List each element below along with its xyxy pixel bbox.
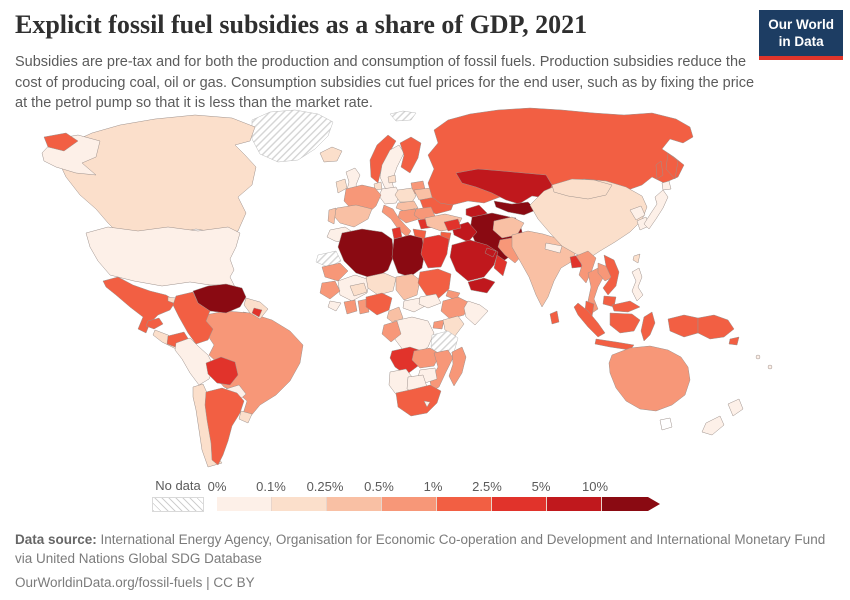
country-australia[interactable]	[608, 345, 691, 412]
legend-tick: 5%	[531, 479, 551, 494]
country-burkina-faso[interactable]	[349, 282, 368, 297]
country-gulf-states[interactable]	[484, 247, 497, 258]
legend-bar-wrap: 0% 0.1% 0.25% 0.5% 1% 2.5% 5% 10%	[208, 478, 667, 511]
legend-tick: 10%	[581, 479, 609, 494]
country-bolivia[interactable]	[205, 356, 239, 386]
data-source-label: Data source:	[15, 532, 97, 547]
chart-footer: Data source: International Energy Agency…	[15, 531, 837, 593]
country-japan[interactable]	[643, 180, 672, 230]
country-algeria[interactable]	[337, 228, 395, 280]
legend-no-data: No data	[152, 478, 204, 512]
country-philippines[interactable]	[631, 267, 644, 302]
legend-tick: 0%	[207, 479, 227, 494]
legend-segment-b3[interactable]	[327, 497, 382, 511]
country-hungary-balkans[interactable]	[397, 208, 420, 224]
country-ivory-coast[interactable]	[343, 299, 358, 315]
country-madagascar[interactable]	[448, 346, 467, 387]
country-svalbard[interactable]	[389, 110, 417, 122]
country-suriname[interactable]	[251, 307, 263, 318]
data-source-line: Data source: International Energy Agency…	[15, 531, 837, 569]
country-argentina[interactable]	[204, 387, 245, 466]
data-source-text: International Energy Agency, Organisatio…	[15, 532, 826, 566]
country-taiwan[interactable]	[632, 253, 641, 264]
country-sierra-leone-liberia[interactable]	[327, 300, 342, 312]
country-spain[interactable]	[332, 204, 373, 228]
country-oman[interactable]	[493, 254, 508, 277]
country-mongolia[interactable]	[551, 178, 613, 200]
legend-segment-b5[interactable]	[437, 497, 492, 511]
country-sudan[interactable]	[417, 268, 452, 299]
country-drc[interactable]	[393, 316, 435, 357]
country-ethiopia[interactable]	[440, 296, 471, 320]
owid-logo[interactable]: Our World in Data	[759, 10, 843, 60]
country-zambia[interactable]	[411, 347, 441, 369]
legend-segment-b7[interactable]	[547, 497, 602, 511]
country-egypt[interactable]	[420, 234, 450, 269]
map-legend: No data 0% 0.1% 0.25% 0.5% 1% 2.5% 5% 10…	[0, 478, 850, 518]
legend-tick: 0.1%	[256, 479, 286, 494]
country-uruguay[interactable]	[238, 410, 253, 424]
country-new-zealand[interactable]	[701, 398, 744, 436]
country-pacific-islands[interactable]	[755, 354, 761, 360]
country-colombia[interactable]	[172, 291, 214, 345]
legend-arrow	[648, 497, 660, 511]
country-gabon-congo[interactable]	[381, 320, 402, 343]
legend-bar	[217, 497, 667, 511]
legend-segment-b4[interactable]	[382, 497, 437, 511]
country-greenland[interactable]	[251, 109, 334, 163]
country-peru[interactable]	[174, 337, 215, 386]
world-map	[41, 107, 773, 468]
country-niger[interactable]	[365, 272, 397, 296]
country-mexico[interactable]	[102, 276, 177, 334]
country-tasmania[interactable]	[659, 417, 673, 431]
country-sweden[interactable]	[379, 144, 405, 191]
legend-ticks: 0% 0.1% 0.25% 0.5% 1% 2.5% 5% 10%	[208, 478, 667, 494]
page-title: Explicit fossil fuel subsidies as a shar…	[15, 10, 588, 39]
legend-tick: 1%	[423, 479, 443, 494]
no-data-label: No data	[155, 478, 201, 493]
legend-tick: 2.5%	[472, 479, 502, 494]
country-portugal[interactable]	[327, 207, 337, 225]
country-nigeria[interactable]	[365, 292, 393, 316]
legend-tick: 0.25%	[306, 479, 344, 494]
country-vietnam[interactable]	[602, 254, 620, 296]
country-yemen[interactable]	[467, 277, 496, 294]
country-ireland[interactable]	[335, 178, 348, 194]
owid-logo-line2: in Data	[778, 33, 824, 49]
legend-segment-b6[interactable]	[492, 497, 547, 511]
country-papua-new-guinea[interactable]	[697, 314, 740, 346]
country-south-africa[interactable]	[395, 384, 442, 417]
country-syria[interactable]	[443, 218, 462, 232]
country-pacific-islands[interactable]	[767, 364, 773, 370]
legend-segment-b2[interactable]	[272, 497, 327, 511]
country-nepal[interactable]	[544, 242, 563, 254]
country-canada[interactable]	[57, 114, 257, 235]
country-senegal-guinea[interactable]	[319, 280, 341, 300]
country-uganda[interactable]	[432, 319, 445, 330]
owid-logo-line1: Our World	[768, 17, 834, 32]
legend-segment-b8[interactable]	[602, 497, 648, 511]
country-poland[interactable]	[394, 187, 417, 203]
owid-link-line[interactable]: OurWorldinData.org/fossil-fuels | CC BY	[15, 574, 255, 590]
country-somalia[interactable]	[463, 300, 489, 326]
no-data-swatch[interactable]	[152, 497, 204, 512]
country-sri-lanka[interactable]	[549, 310, 560, 325]
country-iceland[interactable]	[319, 146, 343, 163]
legend-tick: 0.5%	[364, 479, 394, 494]
country-south-sudan[interactable]	[418, 293, 442, 309]
country-finland[interactable]	[399, 136, 422, 174]
country-mauritania[interactable]	[321, 262, 349, 282]
legend-segment-b1[interactable]	[217, 497, 272, 511]
country-chad[interactable]	[395, 273, 421, 301]
country-lesotho[interactable]	[423, 400, 431, 408]
country-denmark[interactable]	[387, 174, 397, 184]
chart-subtitle: Subsidies are pre-tax and for both the p…	[15, 54, 755, 112]
country-uzbekistan[interactable]	[493, 200, 537, 216]
country-guatemala[interactable]	[145, 317, 164, 330]
country-north-korea[interactable]	[629, 205, 646, 221]
country-libya[interactable]	[391, 234, 426, 278]
